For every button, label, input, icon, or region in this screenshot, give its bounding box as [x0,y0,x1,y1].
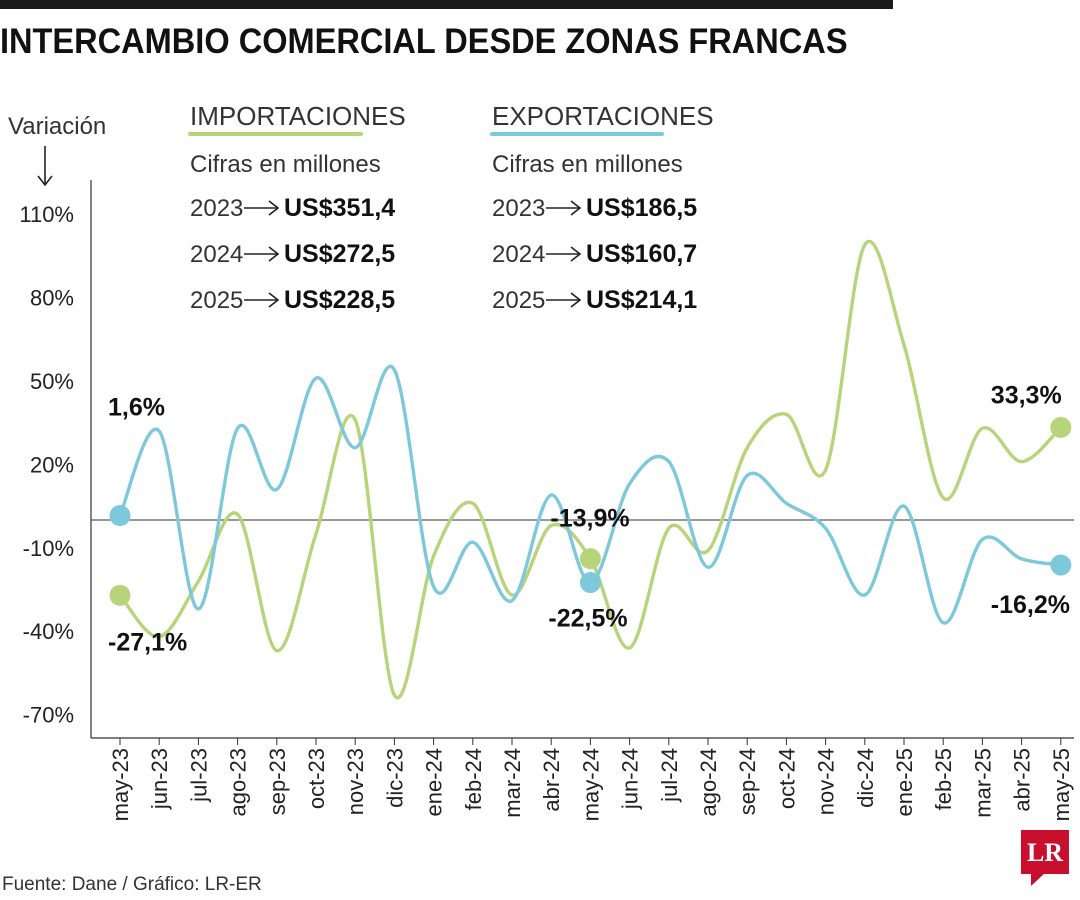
legend-importaciones-rows: 2023 US$351,4 2024 US$272,5 2025 US$228,5 [190,194,395,314]
legend-exportaciones-rows: 2023 US$186,5 2024 US$160,7 2025 US$214,1 [492,194,697,314]
highlight-marker-importaciones [109,584,131,606]
lr-logo: LR [1021,830,1069,886]
y-tick-label: 20% [30,452,74,477]
x-tick-label: mar-24 [500,748,525,818]
series-line-exportaciones [118,364,1063,625]
legend-exportaciones-heading: EXPORTACIONES [492,101,714,131]
legend-importaciones-subtitle: Cifras en millones [190,151,381,178]
data-callouts: 1,6% -27,1% -13,9% -22,5% 33,3% -16,2% [108,381,1070,656]
x-tick-label: mar-25 [970,748,995,818]
y-tick-label: -40% [23,619,74,644]
data-callout-label: 1,6% [108,394,165,422]
legend-value: US$272,5 [284,240,395,268]
legend-year: 2023 [190,195,243,222]
legend-year: 2025 [492,287,545,314]
legend-arrow-head [570,246,582,262]
x-tick-label: may-23 [108,748,133,821]
y-tick-label: 110% [19,202,74,227]
highlight-marker-importaciones [1050,416,1072,438]
x-tick-label: sep-24 [735,748,760,815]
legend-year: 2024 [190,241,243,268]
legend-arrow-head [268,200,280,216]
x-tick-label: may-25 [1049,748,1074,821]
x-tick-label: oct-24 [774,748,799,809]
data-callout-label: -16,2% [991,591,1070,619]
y-tick-label: 50% [30,369,74,394]
data-callout-label: 33,3% [991,381,1062,409]
x-tick-label: dic-24 [853,748,878,808]
source-note: Fuente: Dane / Gráfico: LR-ER [2,874,262,895]
x-tick-labels: may-23 jun-23 jul-23 ago-23 sep-23 oct-23 nov-… [108,748,1074,821]
legend-year: 2024 [492,241,545,268]
legend-arrow-head [268,292,280,308]
y-tick-label: -70% [23,703,74,728]
legend-arrow-head [570,200,582,216]
x-tick-label: ene-24 [422,748,447,817]
x-tick-label: jul-23 [186,748,211,803]
x-tick-label: nov-24 [814,748,839,815]
legend-value: US$186,5 [586,194,697,222]
x-tick-label: dic-23 [382,748,407,808]
highlight-marker-importaciones [579,548,601,570]
x-tick-label: jun-23 [147,748,172,810]
highlight-marker-exportaciones [1050,554,1072,576]
legend-arrow-head [570,292,582,308]
x-tick-label: abr-25 [1010,748,1035,812]
x-tick-label: jun-24 [618,748,643,810]
x-tick-label: jul-24 [657,748,682,803]
x-tick-label: ago-23 [226,748,251,817]
legend-exportaciones: EXPORTACIONES Cifras en millones 2023 US$… [490,101,714,314]
highlight-marker-exportaciones [579,572,601,594]
highlight-markers [109,416,1072,606]
highlight-marker-exportaciones [109,505,131,527]
data-callout-label: -22,5% [548,605,627,633]
legend-value: US$160,7 [586,240,697,268]
x-tick-label: feb-24 [461,748,486,810]
legend-arrow-head [268,246,280,262]
x-tick-label: may-24 [578,748,603,821]
x-tick-label: feb-25 [931,748,956,810]
y-axis-label: Variación [8,113,106,140]
legend-value: US$228,5 [284,286,395,314]
y-tick-labels: 110% 80% 50% 20% -10% -40% -70% [19,202,74,727]
y-tick-label: -10% [23,536,74,561]
legend-value: US$214,1 [586,286,697,314]
legend-importaciones: IMPORTACIONES Cifras en millones 2023 US$… [188,101,406,314]
lr-logo-text: LR [1026,838,1064,867]
top-rule [0,0,893,9]
x-tick-label: oct-23 [304,748,329,809]
y-axis-arrow [37,146,53,187]
x-tick-label: nov-23 [343,748,368,815]
x-tick-marks [119,738,1062,745]
legend-exportaciones-subtitle: Cifras en millones [492,151,683,178]
legend-year: 2025 [190,287,243,314]
x-tick-label: abr-24 [539,748,564,812]
x-tick-label: ago-24 [696,748,721,817]
y-tick-label: 80% [30,286,74,311]
legend-value: US$351,4 [284,194,395,222]
legend-year: 2023 [492,195,545,222]
x-tick-label: sep-23 [265,748,290,815]
chart-title: INTERCAMBIO COMERCIAL DESDE ZONAS FRANCA… [0,22,848,61]
legend-importaciones-heading: IMPORTACIONES [190,101,406,131]
x-tick-label: ene-25 [892,748,917,817]
data-callout-label: -27,1% [108,628,187,656]
data-callout-label: -13,9% [550,505,629,533]
